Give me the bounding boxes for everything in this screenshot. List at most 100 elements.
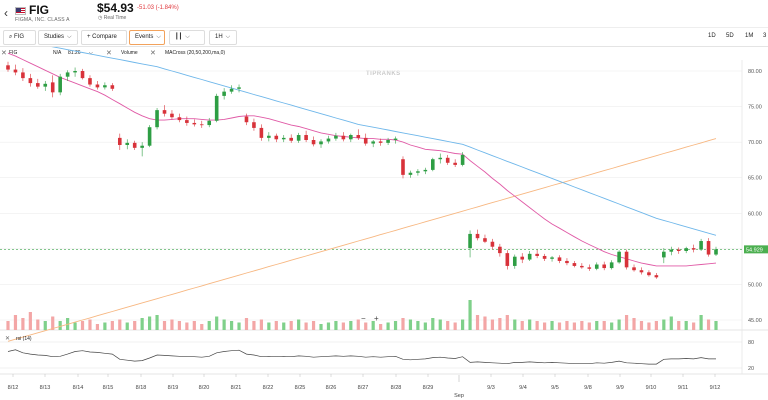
volume-bar: [21, 318, 25, 330]
date-axis: 8/12 8/13 8/14 8/15 8/18 8/19 8/20 8/21 8/22 8/25…: [8, 374, 720, 399]
candle-body: [512, 256, 517, 266]
volume-bar: [200, 324, 204, 330]
symbol-search[interactable]: ⌕ FIG: [3, 30, 36, 45]
date-label: 8/15: [103, 385, 114, 391]
volume-bar: [349, 321, 353, 330]
back-icon[interactable]: ‹: [4, 6, 8, 20]
clock-icon: ◷: [98, 15, 104, 21]
volume-bar: [446, 321, 450, 330]
volume-bar: [408, 319, 413, 330]
close-icon[interactable]: ✕: [150, 50, 156, 57]
candle-body: [706, 241, 711, 255]
rsi-tick-label: 20: [748, 366, 754, 372]
candle-body: [88, 78, 92, 85]
compare-button[interactable]: + Compare: [81, 30, 127, 45]
volume-bar: [393, 321, 398, 330]
candle-body: [371, 141, 375, 144]
volume-bar: [222, 319, 226, 330]
range-5d[interactable]: 5D: [726, 33, 734, 39]
candle-body: [281, 137, 286, 140]
candle-body: [587, 267, 592, 269]
events-button[interactable]: Events ⌵: [129, 30, 165, 45]
candle-body: [669, 249, 674, 252]
volume-bar: [103, 322, 107, 330]
candle-body: [296, 135, 301, 141]
volume-bar: [311, 321, 316, 330]
volume-bar: [118, 319, 122, 330]
watermark: TIPRANKS: [366, 71, 401, 77]
interval-label: 1H: [215, 34, 223, 40]
candle-body: [423, 169, 428, 172]
date-label: 9/8: [584, 385, 592, 391]
ma50-line: [51, 47, 717, 236]
volume-bar: [550, 321, 554, 330]
volume-bar: [669, 316, 673, 330]
volume-bar: [453, 322, 457, 330]
candle-body: [527, 253, 532, 260]
volume-bar: [207, 321, 211, 330]
interval-button[interactable]: 1H ⌵: [209, 30, 237, 45]
volume-bar: [28, 312, 32, 330]
volume-bar: [148, 316, 152, 330]
legend-macross: MACross (20,50,200,ma,0): [165, 50, 226, 56]
close-icon[interactable]: ✕: [5, 336, 11, 342]
us-flag-icon: [15, 7, 26, 15]
zoom-out-button[interactable]: −: [361, 314, 366, 323]
volume-bar: [177, 321, 182, 330]
close-icon[interactable]: ✕: [1, 50, 7, 57]
volume-bar: [6, 321, 10, 330]
candle-body: [580, 265, 584, 268]
date-label: 8/12: [8, 385, 19, 391]
volume-bar: [58, 321, 62, 330]
price-tick-label: 70.00: [748, 140, 762, 146]
candle-body: [326, 138, 331, 142]
candle-body: [125, 142, 130, 145]
chart-type-button[interactable]: ┃┃ ⌵: [169, 30, 205, 45]
ticker-symbol: FIG: [29, 3, 49, 17]
chevron-down-icon: ⌵: [156, 34, 161, 40]
candle-body: [252, 122, 256, 128]
candle-body: [304, 135, 308, 141]
moving-averages: [7, 47, 717, 342]
zoom-in-button[interactable]: +: [374, 314, 379, 323]
studies-label: Studies: [44, 34, 65, 40]
candle-body: [185, 120, 189, 123]
rsi-line: [7, 349, 716, 365]
candle-body: [445, 157, 450, 163]
candle-body: [676, 249, 681, 251]
close-icon[interactable]: ✕: [106, 50, 112, 57]
volume-bar: [580, 321, 584, 330]
volume-bar: [565, 321, 569, 330]
candle-body: [639, 270, 644, 273]
candle-body: [162, 110, 167, 114]
candle-body: [237, 87, 241, 89]
volume-bar: [215, 316, 219, 330]
legend-value: 81.26: [68, 50, 81, 56]
chevron-down-icon: ⌵: [225, 34, 231, 40]
candle-body: [632, 267, 636, 271]
range-1d[interactable]: 1D: [708, 33, 716, 39]
legend-dropdown-icon[interactable]: ⌵: [89, 50, 93, 56]
date-label: 8/18: [136, 385, 147, 391]
date-label: 8/19: [168, 385, 179, 391]
rsi-label: rsi (14): [16, 336, 32, 342]
volume-bar: [438, 319, 442, 330]
volume-bar: [162, 321, 167, 330]
volume-bar: [364, 322, 368, 330]
candle-body: [438, 157, 443, 160]
candle-body: [192, 122, 197, 125]
studies-button[interactable]: Studies ⌵: [38, 30, 78, 45]
range-1m[interactable]: 1M: [745, 33, 754, 39]
candle-body: [58, 76, 62, 93]
date-label: 8/22: [263, 385, 274, 391]
candle-body: [594, 264, 599, 269]
date-label: 8/28: [391, 385, 402, 391]
date-label: 9/4: [519, 385, 527, 391]
volume-bar: [461, 319, 465, 330]
price-chart[interactable]: 80.0075.0070.0065.0060.0055.0050.0045.00…: [0, 47, 768, 400]
candle-body: [393, 138, 398, 141]
legend-symbol: FIG: [9, 50, 18, 56]
range-more[interactable]: 3: [763, 33, 767, 39]
volume-bar: [513, 319, 517, 330]
volume-bar: [229, 321, 234, 330]
